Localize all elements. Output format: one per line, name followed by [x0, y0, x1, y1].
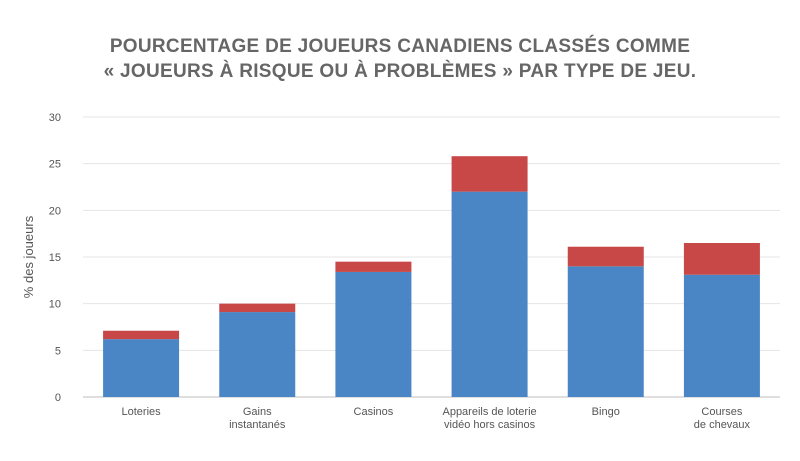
bar-segment-top [567, 246, 644, 267]
x-tick-label: Casinos [354, 406, 394, 418]
x-tick-label: Appareils de loterie vidéo hors casinos [442, 406, 536, 431]
x-tick-label: Courses de chevaux [694, 406, 751, 431]
x-tick-label: Bingo [592, 406, 620, 418]
bar-segment-bottom [103, 339, 180, 397]
bar-segment-bottom [335, 271, 412, 397]
bar-segment-bottom [451, 191, 528, 397]
chart-title-line-2: « JOUEURS À RISQUE OU À PROBLÈMES » PAR … [103, 61, 697, 82]
x-tick-label: Gains instantanés [229, 406, 286, 431]
x-axis-ticks: Loteries Gains instantanés Casinos Appareils… [122, 406, 751, 431]
bar-segment-top [451, 156, 528, 192]
y-tick-label: 0 [55, 392, 61, 404]
gridlines [83, 116, 780, 398]
x-tick-label: Loteries [122, 406, 162, 418]
bar-segment-bottom [683, 274, 760, 397]
chart-title-line-1: POURCENTAGE DE JOUEURS CANADIENS CLASSÉS… [109, 36, 691, 57]
chart-title: POURCENTAGE DE JOUEURS CANADIENS CLASSÉS… [0, 34, 800, 84]
y-tick-label: 5 [55, 345, 61, 357]
bar-segment-bottom [567, 266, 644, 397]
bar-segment-top [683, 243, 760, 275]
bars [103, 156, 760, 397]
bar-segment-top [103, 330, 180, 340]
y-tick-label: 15 [49, 252, 61, 264]
y-axis-ticks: 0 5 10 15 20 25 30 [49, 112, 61, 404]
y-tick-label: 10 [49, 299, 61, 311]
bar-segment-bottom [219, 312, 296, 397]
bar-segment-top [219, 303, 296, 313]
y-axis-label: % des joueurs [21, 215, 36, 298]
y-tick-label: 20 [49, 205, 61, 217]
y-tick-label: 25 [49, 159, 61, 171]
bar-segment-top [335, 261, 412, 272]
y-tick-label: 30 [49, 112, 61, 124]
